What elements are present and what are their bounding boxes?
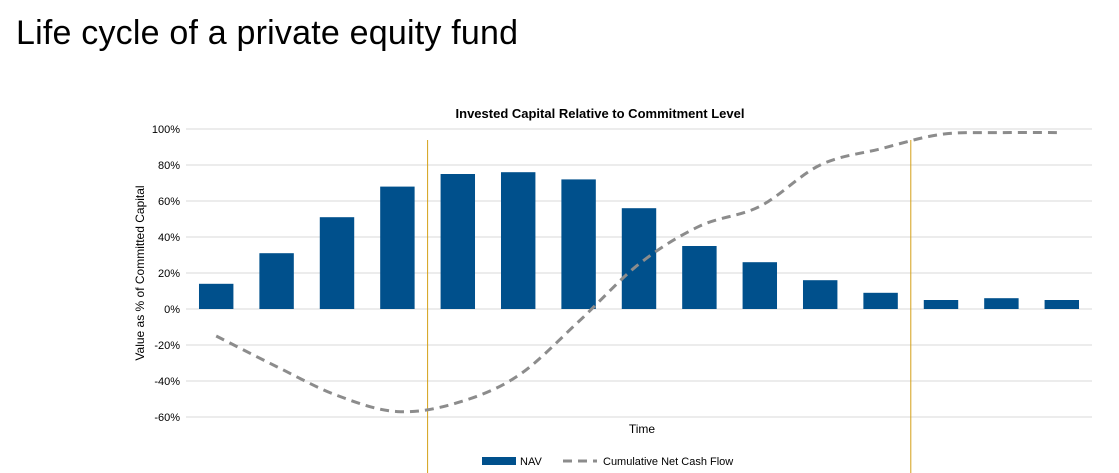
phase-dividers xyxy=(427,140,912,473)
nav-bar xyxy=(380,186,415,309)
y-tick-label: 80% xyxy=(158,160,180,172)
y-tick-label: 60% xyxy=(158,196,180,208)
nav-bar xyxy=(198,283,234,309)
nav-bar xyxy=(682,246,717,309)
slide-title: Life cycle of a private equity fund xyxy=(16,14,519,52)
y-tick-label: 100% xyxy=(152,124,180,136)
y-tick-label: 40% xyxy=(158,232,180,244)
nav-bar xyxy=(742,262,778,309)
nav-bar xyxy=(923,300,959,309)
legend-swatch-nav xyxy=(482,457,516,465)
nav-bars xyxy=(198,172,1080,309)
legend: NAV Cumulative Net Cash Flow xyxy=(482,456,733,468)
y-axis-label: Value as % of Committed Capital xyxy=(133,185,147,360)
nav-bar xyxy=(802,280,838,309)
nav-bar xyxy=(984,298,1019,309)
legend-label-cash-flow: Cumulative Net Cash Flow xyxy=(603,456,733,468)
nav-bar xyxy=(440,174,476,309)
nav-bar xyxy=(561,179,596,309)
y-tick-label: 20% xyxy=(158,268,180,280)
x-axis-label: Time xyxy=(629,422,656,436)
chart-title: Invested Capital Relative to Commitment … xyxy=(456,106,745,121)
nav-bar xyxy=(319,217,355,309)
y-tick-label: -40% xyxy=(154,376,180,388)
y-tick-label: -20% xyxy=(154,340,180,352)
y-tick-label: -60% xyxy=(154,412,180,424)
nav-bar xyxy=(1044,300,1080,309)
nav-bar xyxy=(500,172,536,309)
nav-bar xyxy=(259,253,294,309)
y-tick-label: 0% xyxy=(164,304,180,316)
y-axis-ticks: 100% 80% 60% 40% 20% 0% -20% -40% -60% xyxy=(152,124,180,424)
cumulative-net-cash-flow-line xyxy=(215,130,1062,414)
nav-bar xyxy=(863,292,898,309)
legend-label-nav: NAV xyxy=(520,456,542,468)
nav-bar xyxy=(621,208,657,309)
